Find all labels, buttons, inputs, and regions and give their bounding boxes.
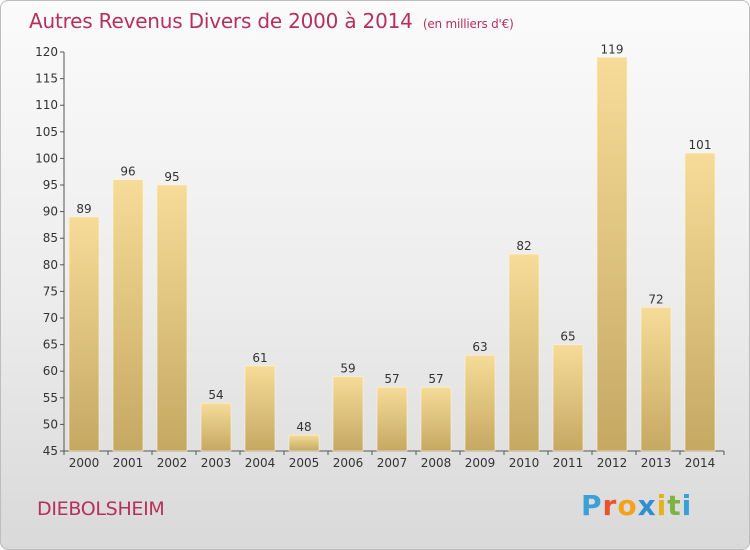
bar [288,434,320,452]
bar-value-label: 65 [560,330,575,344]
y-tick-label: 55 [43,391,58,405]
bar-value-label: 72 [648,292,663,306]
bar [376,386,408,452]
x-tick-label: 2005 [289,456,320,470]
bar-value-label: 48 [296,420,311,434]
bar-value-label: 61 [252,351,267,365]
x-tick-label: 2013 [641,456,672,470]
logo-letter: P [581,489,603,522]
y-tick-label: 50 [43,417,58,431]
bar-value-label: 57 [428,372,443,386]
bar [68,216,100,452]
bar [640,307,672,452]
y-tick-label: 85 [43,231,58,245]
x-tick-label: 2002 [157,456,188,470]
y-tick-label: 95 [43,178,58,192]
x-tick-label: 2000 [69,456,100,470]
y-tick-label: 105 [35,125,58,139]
logo-letter: i [656,489,668,522]
proxiti-logo: Proxiti [581,489,692,522]
bar [596,57,628,452]
bar-value-label: 119 [601,42,624,56]
bar-value-label: 54 [208,388,223,402]
bar-value-label: 82 [516,239,531,253]
x-tick-label: 2014 [685,456,716,470]
y-tick-label: 90 [43,205,58,219]
bar-value-label: 101 [689,138,712,152]
y-tick-label: 75 [43,284,58,298]
bar-value-label: 63 [472,340,487,354]
x-tick-label: 2003 [201,456,232,470]
bar-value-label: 95 [164,170,179,184]
bar [112,179,144,452]
x-tick-label: 2012 [597,456,628,470]
x-tick-label: 2009 [465,456,496,470]
bar [552,344,584,452]
bar [508,253,540,452]
bar [332,376,364,452]
bar [464,354,496,452]
y-tick-label: 60 [43,364,58,378]
logo-letter: o [617,489,638,522]
y-tick-label: 110 [35,98,58,112]
logo-letter: x [637,489,657,522]
chart-title-text: Autres Revenus Divers de 2000 à 2014 [29,9,413,33]
bar [200,402,232,452]
y-tick-label: 70 [43,311,58,325]
logo-letter: t [667,489,682,522]
x-tick-label: 2007 [377,456,408,470]
bar [420,386,452,452]
city-name: DIEBOLSHEIM [37,498,165,520]
bar [244,365,276,452]
logo-letter: r [602,489,618,522]
bar [156,184,188,452]
bar-labels: 89 96 95 54 61 48 59 57 57 63 82 65 119 72 101 [76,42,711,434]
bar-value-label: 89 [76,202,91,216]
y-tick-label: 120 [35,45,58,59]
bars [68,57,716,452]
bar-value-label: 59 [340,362,355,376]
x-tick-label: 2001 [113,456,144,470]
y-tick-label: 65 [43,338,58,352]
y-tick-label: 100 [35,151,58,165]
logo-letter: i [681,489,693,522]
bar-value-label: 57 [384,372,399,386]
chart-unit: (en milliers d'€) [422,17,514,31]
y-tick-label: 115 [35,72,58,86]
x-tick-label: 2011 [553,456,584,470]
x-tick-label: 2008 [421,456,452,470]
axes: 45 50 55 60 65 70 75 80 85 90 95 100 105 110 115 120 200… [35,45,725,470]
x-tick-label: 2006 [333,456,364,470]
bar-value-label: 96 [120,165,135,179]
chart-title: Autres Revenus Divers de 2000 à 2014 (en… [29,9,514,33]
bar [684,152,716,452]
y-tick-label: 80 [43,258,58,272]
y-tick-label: 45 [43,444,58,458]
x-tick-label: 2004 [245,456,276,470]
x-tick-label: 2010 [509,456,540,470]
